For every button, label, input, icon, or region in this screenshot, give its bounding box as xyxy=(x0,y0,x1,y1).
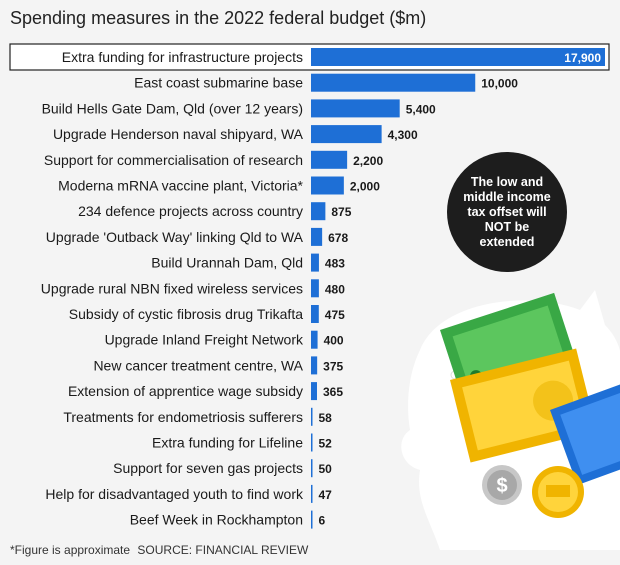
bar xyxy=(311,125,382,144)
value-label: 2,200 xyxy=(353,154,383,168)
bar xyxy=(311,253,319,272)
bar xyxy=(311,510,313,529)
value-label: 17,900 xyxy=(564,51,601,65)
bar xyxy=(311,227,323,246)
chart-title: Spending measures in the 2022 federal bu… xyxy=(10,8,427,28)
value-label: 10,000 xyxy=(481,77,518,91)
value-label: 4,300 xyxy=(388,128,418,142)
category-label: Support for commercialisation of researc… xyxy=(44,152,303,168)
value-label: 2,000 xyxy=(350,180,380,194)
value-label: 483 xyxy=(325,257,345,271)
category-label: Extra funding for Lifeline xyxy=(152,435,303,451)
value-label: 50 xyxy=(319,462,333,476)
value-label: 58 xyxy=(319,411,333,425)
bar xyxy=(311,48,605,66)
category-label: Build Hells Gate Dam, Qld (over 12 years… xyxy=(42,100,303,116)
bar xyxy=(311,176,344,195)
value-label: 365 xyxy=(323,385,343,399)
footer: *Figure is approximate SOURCE: FINANCIAL… xyxy=(10,543,308,557)
category-label: Subsidy of cystic fibrosis drug Trikafta xyxy=(69,306,303,322)
category-label: Upgrade 'Outback Way' linking Qld to WA xyxy=(46,229,304,245)
category-label: Support for seven gas projects xyxy=(113,460,303,476)
bar xyxy=(311,484,313,503)
source-credit: SOURCE: FINANCIAL REVIEW xyxy=(137,543,309,557)
piggy-bank-money-illustration: $ xyxy=(401,290,620,550)
value-label: 875 xyxy=(331,205,351,219)
category-label: East coast submarine base xyxy=(134,75,303,91)
callout-bubble: The low and middle income tax offset wil… xyxy=(447,152,567,272)
category-label: 234 defence projects across country xyxy=(78,203,303,219)
value-label: 5,400 xyxy=(406,102,436,116)
bar xyxy=(311,356,318,375)
value-label: 678 xyxy=(328,231,348,245)
bar xyxy=(311,407,313,426)
footnote: *Figure is approximate xyxy=(10,543,131,557)
category-label: Build Urannah Dam, Qld xyxy=(151,255,303,271)
bar xyxy=(311,382,317,401)
callout-text: The low and middle income tax offset wil… xyxy=(463,174,551,249)
bar xyxy=(311,73,476,92)
bar xyxy=(311,459,313,478)
category-label: Upgrade Inland Freight Network xyxy=(105,332,304,348)
value-label: 475 xyxy=(325,308,345,322)
category-label: Extension of apprentice wage subsidy xyxy=(68,383,303,399)
bar xyxy=(311,433,313,452)
bar xyxy=(311,202,326,221)
bar xyxy=(311,305,319,323)
category-label: Help for disadvantaged youth to find wor… xyxy=(45,486,304,502)
category-label: Upgrade rural NBN fixed wireless service… xyxy=(41,280,303,296)
category-label: Upgrade Henderson naval shipyard, WA xyxy=(53,126,304,142)
value-label: 52 xyxy=(319,437,333,451)
category-label: New cancer treatment centre, WA xyxy=(93,357,303,373)
category-label: Treatments for endometriosis sufferers xyxy=(63,409,303,425)
value-label: 400 xyxy=(324,334,344,348)
value-label: 480 xyxy=(325,282,345,296)
bar xyxy=(311,150,348,169)
category-label: Beef Week in Rockhampton xyxy=(130,512,303,528)
value-label: 375 xyxy=(323,359,343,373)
value-label: 47 xyxy=(319,488,333,502)
bar xyxy=(311,99,400,118)
svg-text:$: $ xyxy=(496,475,507,497)
category-label: Moderna mRNA vaccine plant, Victoria* xyxy=(58,178,303,194)
category-label: Extra funding for infrastructure project… xyxy=(62,49,303,65)
bar xyxy=(311,279,319,298)
value-label: 6 xyxy=(319,514,326,528)
bar xyxy=(311,330,318,349)
